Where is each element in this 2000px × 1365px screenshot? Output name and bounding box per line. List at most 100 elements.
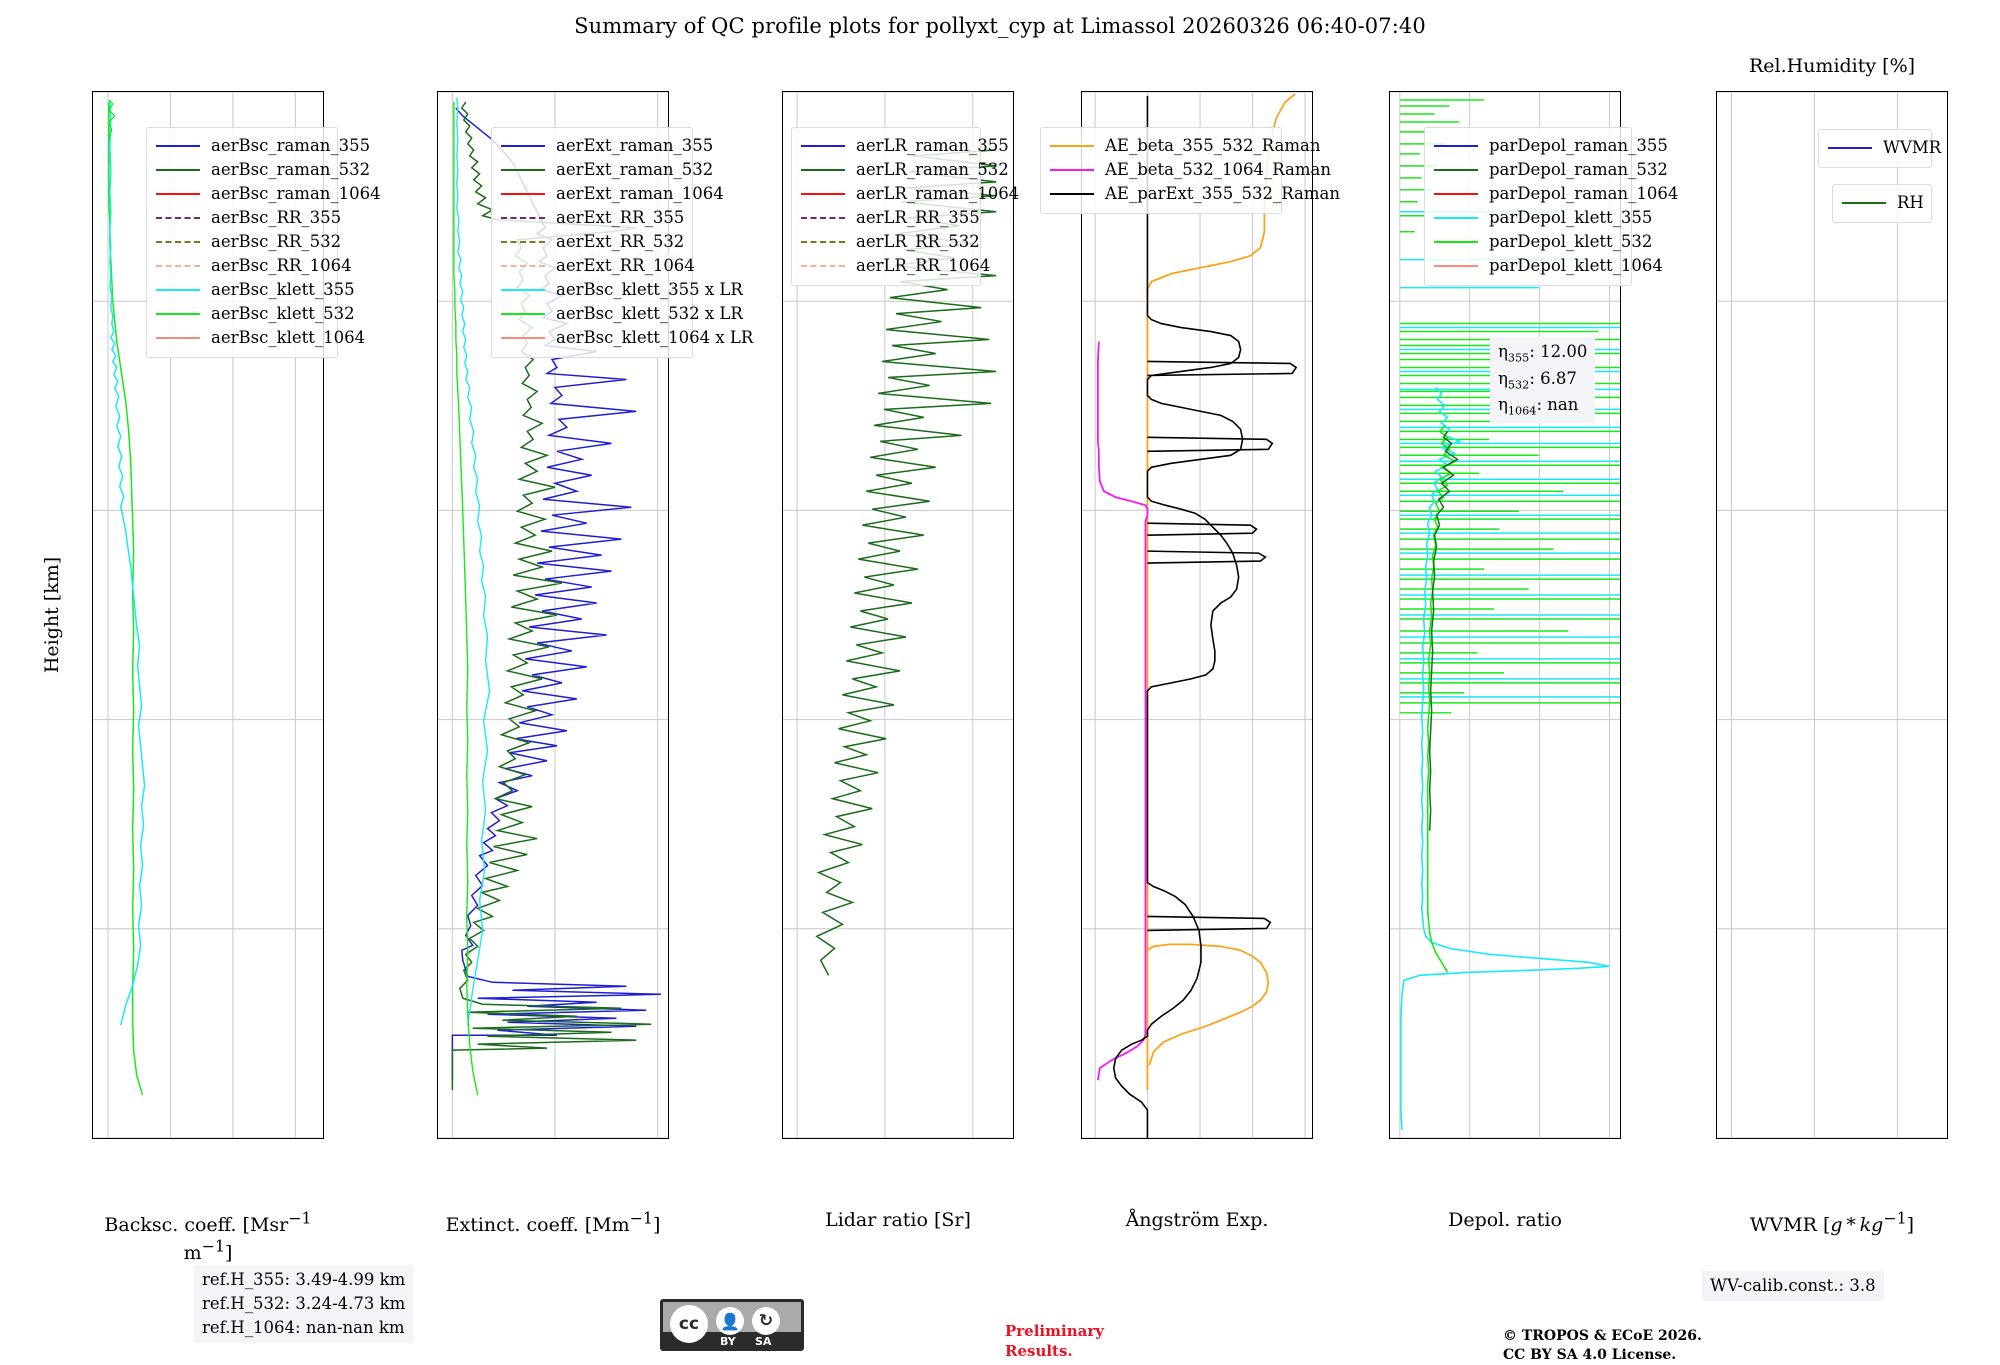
x-tickmark (1815, 1138, 1817, 1139)
legend-wvmr[interactable]: WVMR (1818, 129, 1941, 168)
legend-item[interactable]: AE_beta_532_1064_Raman (1050, 158, 1331, 182)
panel-angstrom: 5 4 3 2 1 0 −1 0 1 2 3 (1081, 91, 1313, 1139)
legend-item[interactable]: aerLR_RR_532 (801, 230, 980, 254)
x-tickmark (1540, 1138, 1542, 1139)
legend-backscatter[interactable]: aerBsc_raman_355 aerBsc_raman_532 aerBsc_r… (146, 127, 381, 358)
legend-item[interactable]: aerBsc_klett_1064 (156, 326, 365, 350)
legend-item[interactable]: aerExt_raman_532 (501, 158, 713, 182)
legend-label: aerLR_raman_532 (856, 159, 1009, 179)
preliminary-line-1: Preliminary (1005, 1322, 1104, 1340)
x-tickmark (1094, 1138, 1096, 1139)
legend-swatch-peach (801, 265, 845, 267)
legend-angstrom[interactable]: AE_beta_355_532_Raman AE_beta_532_1064_Ra… (1040, 127, 1340, 214)
legend-item[interactable]: AE_beta_355_532_Raman (1050, 134, 1321, 158)
legend-item[interactable]: aerLR_raman_532 (801, 158, 1009, 182)
legend-swatch-blue (501, 145, 545, 147)
reference-height-line: ref.H_355: 3.49-4.99 km (202, 1270, 406, 1289)
x-tick-label: 0.0 (95, 1138, 122, 1139)
legend-item[interactable]: aerExt_RR_532 (501, 230, 684, 254)
legend-depolarization[interactable]: parDepol_raman_355 parDepol_raman_532 parD… (1424, 127, 1678, 286)
x-tick-label: 3 (1302, 1138, 1313, 1139)
legend-item[interactable]: aerBsc_klett_532 (156, 302, 355, 326)
y-tick-label: 1 (782, 920, 783, 940)
legend-item[interactable]: parDepol_raman_355 (1434, 134, 1668, 158)
x-tick-label: 0 (792, 1138, 803, 1139)
legend-label: AE_beta_355_532_Raman (1105, 135, 1321, 155)
x-axis-label-text: WVMR [g * kg−1] (1749, 1209, 1915, 1237)
legend-item[interactable]: parDepol_klett_1064 (1434, 254, 1663, 278)
legend-item[interactable]: aerBsc_RR_532 (156, 230, 341, 254)
legend-swatch-olive (801, 241, 845, 243)
credit-line-2: CC BY SA 4.0 License. (1503, 1346, 1677, 1363)
legend-item[interactable]: aerBsc_klett_532 x LR (501, 302, 743, 326)
legend-label: aerBsc_RR_355 (211, 207, 342, 227)
legend-item[interactable]: parDepol_raman_1064 (1434, 182, 1678, 206)
legend-extinction[interactable]: aerExt_raman_355 aerExt_raman_532 aerExt_r… (491, 127, 753, 358)
legend-item[interactable]: aerExt_RR_355 (501, 206, 684, 230)
legend-item[interactable]: aerLR_RR_1064 (801, 254, 990, 278)
by-label: BY (720, 1335, 736, 1348)
x-tickmark (1253, 1138, 1255, 1139)
x-tick-label: 50 (875, 1138, 897, 1139)
x-tickmark (170, 1138, 172, 1139)
cc-icon: cc (670, 1305, 708, 1343)
legend-label: aerBsc_klett_532 (211, 303, 355, 323)
y-tick-label: 0 (92, 1130, 93, 1139)
legend-label: parDepol_klett_1064 (1489, 255, 1663, 275)
x-tick-label: 0.3 (1598, 1138, 1621, 1139)
legend-item[interactable]: aerBsc_klett_1064 x LR (501, 326, 753, 350)
eta-annotation: η355: 12.00 η532: 6.87 η1064: nan (1490, 337, 1596, 423)
x-tick-label: 20 (1804, 1138, 1826, 1139)
legend-item[interactable]: aerLR_raman_1064 (801, 182, 1019, 206)
x-tick-label: 2.5 (158, 1138, 185, 1139)
legend-label: aerLR_RR_1064 (856, 255, 991, 275)
legend-item[interactable]: aerBsc_RR_355 (156, 206, 341, 230)
legend-label: aerBsc_klett_532 x LR (556, 303, 743, 323)
x-tickmark (1306, 1138, 1308, 1139)
y-tick-label: 5 (782, 91, 783, 102)
y-tick-label: 1 (437, 920, 438, 940)
legend-item[interactable]: aerLR_RR_355 (801, 206, 980, 230)
legend-label: aerExt_RR_1064 (556, 255, 695, 275)
wv-calibration-constant: WV-calib.const.: 3.8 (1702, 1271, 1884, 1301)
legend-item[interactable]: parDepol_klett_532 (1434, 230, 1652, 254)
legend-item[interactable]: AE_parExt_355_532_Raman (1050, 182, 1340, 206)
legend-swatch-green (1434, 241, 1478, 243)
legend-item[interactable]: aerExt_raman_1064 (501, 182, 724, 206)
copyright-credit: © TROPOS & ECoE 2026. CC BY SA 4.0 Licen… (1503, 1327, 1702, 1365)
x-tickmark (1470, 1138, 1472, 1139)
preliminary-line-2: Results. (1005, 1341, 1073, 1360)
legend-item[interactable]: aerBsc_raman_1064 (156, 182, 381, 206)
legend-swatch-red (501, 193, 545, 195)
legend-item[interactable]: aerBsc_klett_355 (156, 278, 355, 302)
y-tick-label: 2 (782, 711, 783, 731)
y-tick-label: 4 (782, 292, 783, 312)
legend-swatch-salmon (1434, 265, 1478, 267)
x-tick-label: −1 (1083, 1138, 1108, 1139)
legend-item[interactable]: aerBsc_raman_532 (156, 158, 370, 182)
legend-item[interactable]: aerExt_RR_1064 (501, 254, 695, 278)
legend-swatch-salmon (501, 337, 545, 339)
legend-item[interactable]: aerBsc_RR_1064 (156, 254, 352, 278)
legend-item[interactable]: RH (1842, 191, 1924, 215)
legend-swatch-purple (501, 217, 545, 219)
y-tick-label: 5 (92, 91, 93, 102)
legend-item[interactable]: aerBsc_raman_355 (156, 134, 370, 158)
legend-item[interactable]: WVMR (1828, 136, 1941, 160)
x-tickmark (296, 1138, 298, 1139)
legend-label: aerBsc_RR_1064 (211, 255, 352, 275)
legend-item[interactable]: aerLR_raman_355 (801, 134, 1009, 158)
y-tick-label: 1 (1389, 920, 1390, 940)
legend-rh[interactable]: RH (1832, 184, 1932, 223)
legend-item[interactable]: aerExt_raman_355 (501, 134, 713, 158)
sa-share-alike-icon: ↻ (752, 1307, 780, 1335)
legend-item[interactable]: parDepol_raman_532 (1434, 158, 1668, 182)
legend-swatch-purple (156, 217, 200, 219)
credit-line-1: © TROPOS & ECoE 2026. (1503, 1328, 1702, 1344)
x-axis-label-angstrom: Ångström Exp. (1125, 1209, 1269, 1231)
legend-item[interactable]: parDepol_klett_355 (1434, 206, 1652, 230)
legend-lidar-ratio[interactable]: aerLR_raman_355 aerLR_raman_532 aerLR_rama… (791, 127, 1019, 286)
legend-swatch-darkgreen (501, 169, 545, 171)
legend-item[interactable]: aerBsc_klett_355 x LR (501, 278, 743, 302)
legend-label: aerBsc_raman_1064 (211, 183, 381, 203)
